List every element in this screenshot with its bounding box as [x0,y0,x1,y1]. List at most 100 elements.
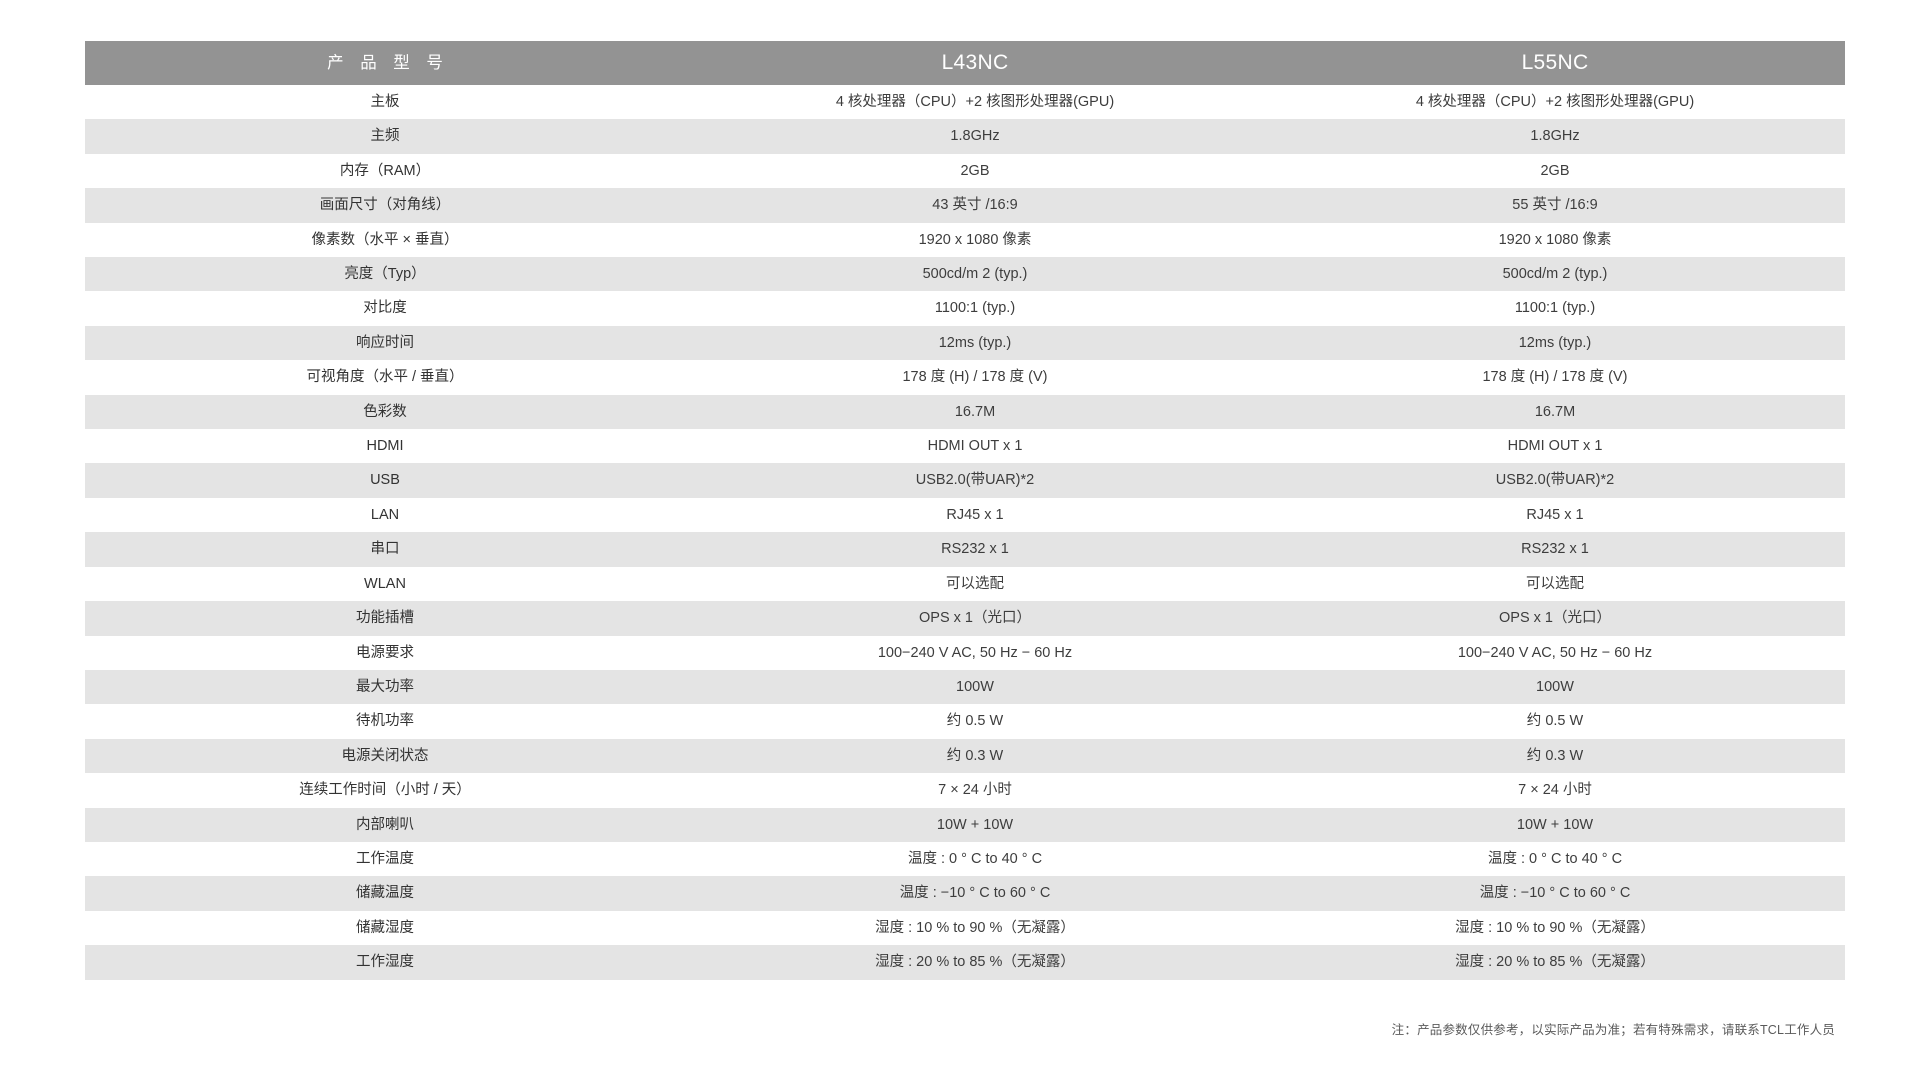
spec-value-cell-l55nc: 1920 x 1080 像素 [1498,231,1612,248]
spec-value-cell-l55nc: USB2.0(带UAR)*2 [1495,472,1615,489]
table-row: 串口 RS232 x 1 RS232 x 1 [85,532,1845,567]
spec-value-cell-l55nc: 500cd/m 2 (typ.) [1502,266,1608,283]
spec-footnote: 注：产品参数仅供参考，以实际产品为准；若有特殊需求，请联系TCL工作人员 [1391,1023,1835,1037]
spec-value-cell-l43nc: HDMI OUT x 1 [927,438,1023,455]
table-header-row: 产 品 型 号 L43NC L55NC [85,41,1845,85]
spec-label-cell: 对比度 [363,300,407,317]
spec-label-cell: 最大功率 [356,678,414,695]
spec-value-cell-l55nc: 178 度 (H) / 178 度 (V) [1482,369,1628,386]
spec-value-cell-l43nc: 16.7M [954,403,996,420]
spec-table-body: 主板 4 核处理器（CPU）+2 核图形处理器(GPU) 4 核处理器（CPU）+2… [85,85,1845,980]
spec-value-cell-l43nc: RJ45 x 1 [946,506,1004,523]
spec-value-cell-l43nc: 178 度 (H) / 178 度 (V) [902,369,1048,386]
spec-value-cell-l55nc: 10W + 10W [1516,816,1594,833]
spec-value-cell-l43nc: 可以选配 [946,575,1004,592]
table-row: 色彩数 16.7M 16.7M [85,394,1845,430]
table-row: 储藏温度 温度 : −10 ° C to 60 ° C 温度 : −10 ° C t… [85,876,1845,911]
spec-label-cell: 亮度（Typ） [344,266,426,283]
table-row: 对比度 1100:1 (typ.) 1100:1 (typ.) [85,291,1845,326]
spec-label-cell: 待机功率 [356,713,414,730]
spec-value-cell-l43nc: 100W [956,678,994,695]
spec-value-cell-l43nc: 1.8GHz [950,128,1000,145]
table-row: 主板 4 核处理器（CPU）+2 核图形处理器(GPU) 4 核处理器（CPU）+2… [85,85,1845,120]
spec-value-cell-l55nc: 温度 : −10 ° C to 60 ° C [1479,885,1631,902]
table-row: LAN RJ45 x 1 RJ45 x 1 [85,497,1845,533]
spec-table-head: 产 品 型 号 L43NC L55NC [85,41,1845,85]
spec-value-cell-l55nc: RS232 x 1 [1521,541,1589,558]
spec-value-cell-l43nc: 温度 : −10 ° C to 60 ° C [899,885,1051,902]
spec-value-cell-l43nc: 2GB [960,162,990,179]
spec-value-cell-l43nc: 43 英寸 /16:9 [932,197,1018,214]
spec-value-cell-l43nc: 湿度 : 20 % to 85 %（无凝露） [875,954,1075,971]
spec-label-cell: WLAN [364,575,406,592]
header-cell-model-l43nc: L43NC [941,51,1009,74]
spec-value-cell-l43nc: 湿度 : 10 % to 90 %（无凝露） [875,919,1075,936]
spec-label-cell: LAN [370,506,400,523]
table-row: 主频 1.8GHz 1.8GHz [85,119,1845,154]
spec-value-cell-l55nc: 约 0.5 W [1526,713,1584,730]
table-row: 画面尺寸（对角线） 43 英寸 /16:9 55 英寸 /16:9 [85,188,1845,223]
spec-value-cell-l55nc: OPS x 1（光口） [1499,610,1611,627]
table-row: 电源要求 100−240 V AC, 50 Hz − 60 Hz 100−240 V… [85,635,1845,670]
spec-value-cell-l43nc: RS232 x 1 [941,541,1009,558]
spec-label-cell: 串口 [370,541,400,558]
spec-label-cell: 画面尺寸（对角线） [319,197,451,214]
table-row: 像素数（水平 × 垂直） 1920 x 1080 像素 1920 x 1080 像素 [85,222,1845,258]
spec-value-cell-l43nc: 1100:1 (typ.) [934,300,1016,317]
table-row: 响应时间 12ms (typ.) 12ms (typ.) [85,325,1845,361]
spec-value-cell-l55nc: HDMI OUT x 1 [1507,438,1603,455]
spec-value-cell-l55nc: 1.8GHz [1530,128,1580,145]
spec-value-cell-l55nc: 12ms (typ.) [1518,334,1592,351]
table-row: 最大功率 100W 100W [85,669,1845,705]
spec-value-cell-l55nc: 湿度 : 10 % to 90 %（无凝露） [1455,919,1655,936]
table-row: 功能插槽 OPS x 1（光口） OPS x 1（光口） [85,601,1845,636]
table-row: 内存（RAM） 2GB 2GB [85,153,1845,189]
spec-label-cell: 储藏湿度 [356,919,414,936]
table-row: HDMI HDMI OUT x 1 HDMI OUT x 1 [85,429,1845,464]
header-cell-model-l55nc: L55NC [1521,51,1589,74]
table-row: 电源关闭状态 约 0.3 W 约 0.3 W [85,738,1845,774]
spec-label-cell: HDMI [366,438,404,455]
spec-label-cell: 储藏温度 [356,885,414,902]
table-row: 工作温度 温度 : 0 ° C to 40 ° C 温度 : 0 ° C to 40… [85,841,1845,877]
spec-value-cell-l55nc: 7 × 24 小时 [1518,782,1592,799]
table-row: USB USB2.0(带UAR)*2 USB2.0(带UAR)*2 [85,463,1845,498]
table-row: WLAN 可以选配 可以选配 [85,566,1845,602]
spec-label-cell: 主频 [370,128,400,145]
table-row: 可视角度（水平 / 垂直） 178 度 (H) / 178 度 (V) 178 度 … [85,360,1845,395]
spec-label-cell: 响应时间 [356,334,414,351]
spec-label-cell: 像素数（水平 × 垂直） [311,231,459,248]
spec-value-cell-l55nc: 约 0.3 W [1526,747,1584,764]
spec-label-cell: 主板 [370,94,400,110]
spec-value-cell-l55nc: 4 核处理器（CPU）+2 核图形处理器(GPU) [1415,94,1695,110]
spec-value-cell-l55nc: 湿度 : 20 % to 85 %（无凝露） [1455,954,1655,971]
table-row: 内部喇叭 10W + 10W 10W + 10W [85,807,1845,842]
table-row: 工作湿度 湿度 : 20 % to 85 %（无凝露） 湿度 : 20 % to 8… [85,945,1845,980]
spec-label-cell: 工作温度 [356,850,414,867]
spec-label-cell: 内存（RAM） [339,162,431,179]
spec-value-cell-l55nc: 16.7M [1534,403,1576,420]
spec-value-cell-l55nc: 温度 : 0 ° C to 40 ° C [1487,850,1623,867]
table-row: 待机功率 约 0.5 W 约 0.5 W [85,704,1845,739]
spec-value-cell-l55nc: 100W [1536,678,1574,695]
table-row: 亮度（Typ） 500cd/m 2 (typ.) 500cd/m 2 (typ.) [85,257,1845,292]
product-spec-table: 产 品 型 号 L43NC L55NC 主板 4 核处理器（CPU）+2 核图形处… [85,41,1845,980]
spec-value-cell-l55nc: 2GB [1540,162,1570,179]
spec-label-cell: 色彩数 [363,403,407,420]
header-cell-product-model: 产 品 型 号 [327,54,449,72]
spec-value-cell-l55nc: 100−240 V AC, 50 Hz − 60 Hz [1457,644,1653,661]
spec-label-cell: 内部喇叭 [356,816,414,833]
spec-value-cell-l43nc: 约 0.5 W [946,713,1004,730]
spec-value-cell-l55nc: 可以选配 [1526,575,1584,592]
spec-value-cell-l43nc: 12ms (typ.) [938,334,1012,351]
spec-table-container: 产 品 型 号 L43NC L55NC 主板 4 核处理器（CPU）+2 核图形处… [85,41,1845,980]
spec-value-cell-l43nc: 约 0.3 W [946,747,1004,764]
spec-value-cell-l43nc: OPS x 1（光口） [919,610,1031,627]
spec-value-cell-l43nc: 4 核处理器（CPU）+2 核图形处理器(GPU) [835,94,1115,110]
spec-label-cell: 电源关闭状态 [341,747,429,764]
spec-value-cell-l43nc: 温度 : 0 ° C to 40 ° C [907,850,1043,867]
spec-value-cell-l55nc: 55 英寸 /16:9 [1512,197,1598,214]
spec-value-cell-l43nc: USB2.0(带UAR)*2 [915,472,1035,489]
spec-value-cell-l55nc: 1100:1 (typ.) [1514,300,1596,317]
